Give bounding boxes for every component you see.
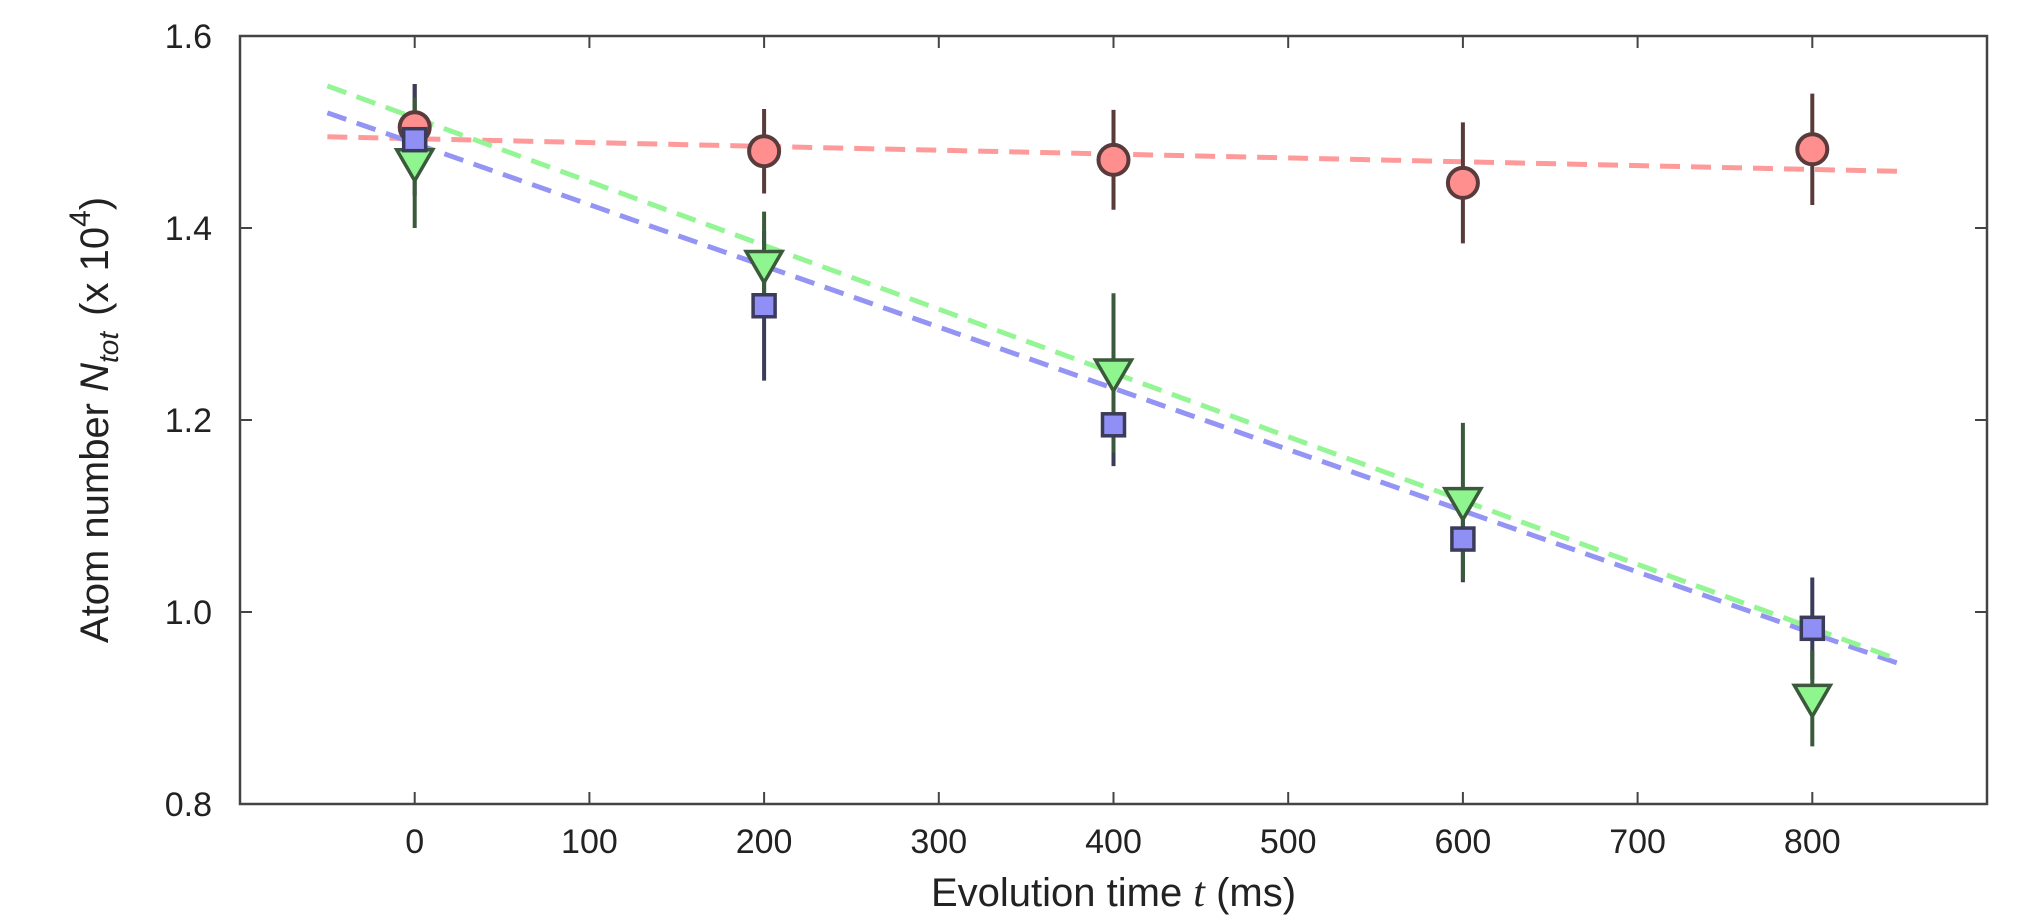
x-axis-label-prefix: Evolution time	[931, 871, 1193, 915]
data-point-square	[1100, 412, 1127, 438]
data-point-triangle	[393, 147, 436, 185]
y-tick-label: 1.6	[165, 18, 212, 56]
x-tick-label: 200	[736, 823, 793, 861]
y-axis-label-unit-prefix: (x 10	[73, 227, 117, 316]
data-point-square	[1450, 526, 1476, 552]
data-point-square	[1799, 615, 1826, 642]
x-tick-label: 500	[1260, 823, 1317, 861]
x-tick-label: 600	[1435, 823, 1492, 861]
y-tick-label: 1.2	[165, 402, 212, 440]
data-point-triangle	[1092, 358, 1135, 395]
data-point-triangle	[743, 249, 786, 286]
x-tick-label: 300	[910, 823, 967, 861]
y-axis-label-prefix: Atom number	[73, 392, 117, 643]
y-tick-label: 0.8	[165, 786, 212, 824]
x-tick-label: 100	[561, 823, 618, 861]
x-axis-label: Evolution time t (ms)	[931, 870, 1296, 916]
y-axis-label-exponent: 4	[64, 210, 97, 227]
markers-layer	[393, 110, 1834, 720]
data-point-circle	[1445, 165, 1480, 200]
x-tick-label: 0	[405, 823, 424, 861]
ticks-layer: 0 100 200 300 400 500 600 700 800 0.8 1.0 1.2 1.4 1.6	[165, 18, 1987, 861]
y-axis-label: Atom number Ntot (x 104)	[64, 197, 124, 643]
y-axis-label-unit-suffix: )	[73, 197, 117, 210]
data-point-circle	[1795, 132, 1830, 167]
data-point-square	[401, 126, 428, 153]
x-axis-label-variable: t	[1193, 870, 1206, 916]
data-point-square	[751, 293, 777, 319]
y-axis-label-variable: N	[73, 363, 117, 392]
y-axis-label-subscript: tot	[93, 331, 124, 363]
data-point-triangle	[1441, 486, 1484, 524]
y-tick-label: 1.4	[165, 210, 212, 248]
data-point-circle	[747, 134, 782, 169]
x-tick-label: 700	[1609, 823, 1666, 861]
data-point-triangle	[1791, 683, 1834, 720]
x-axis-label-suffix: (ms)	[1205, 871, 1296, 915]
x-tick-label: 400	[1085, 823, 1142, 861]
data-point-circle	[1096, 142, 1131, 177]
y-tick-label: 1.0	[165, 594, 212, 632]
x-tick-label: 800	[1784, 823, 1841, 861]
